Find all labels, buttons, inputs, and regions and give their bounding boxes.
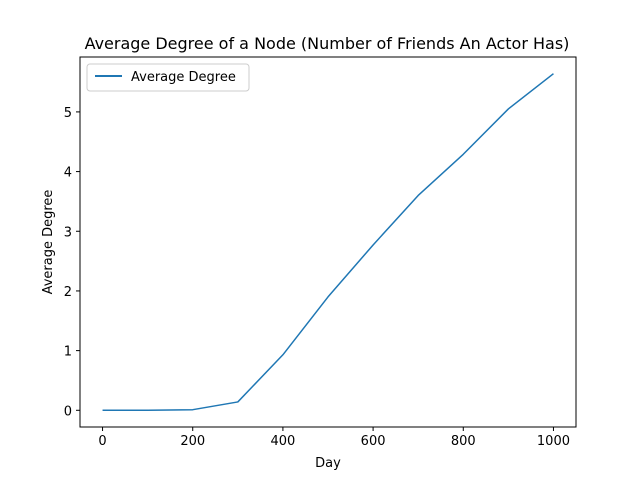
- x-tick-label: 200: [180, 434, 205, 449]
- y-tick-label: 0: [64, 404, 72, 419]
- x-tick-label: 0: [98, 434, 106, 449]
- y-tick-label: 5: [64, 106, 72, 121]
- series-layer: [102, 73, 554, 412]
- x-tick-label: 400: [270, 434, 295, 449]
- x-tick-label: 800: [451, 434, 476, 449]
- x-axis-label: Day: [315, 456, 341, 471]
- series-line-average-degree: [102, 73, 554, 412]
- y-axis-label: Average Degree: [41, 190, 56, 295]
- y-axis-ticks: 0 1 2 3 4 5: [64, 106, 80, 419]
- x-axis-ticks: 0 200 400 600 800 1000: [98, 427, 570, 449]
- legend-box: [86, 63, 250, 92]
- x-tick-label: 600: [361, 434, 386, 449]
- y-tick-label: 4: [64, 166, 72, 181]
- y-tick-label: 3: [64, 225, 72, 240]
- y-tick-label: 2: [64, 285, 72, 300]
- plot-area: [79, 56, 577, 428]
- x-tick-label: 1000: [537, 434, 570, 449]
- y-tick-label: 1: [64, 345, 72, 360]
- legend: Average Degree: [86, 63, 250, 92]
- chart-title: Average Degree of a Node (Number of Frie…: [85, 34, 570, 53]
- legend-label-average-degree: Average Degree: [131, 70, 236, 85]
